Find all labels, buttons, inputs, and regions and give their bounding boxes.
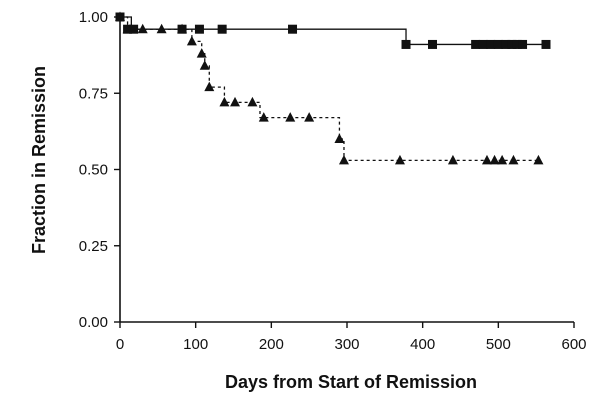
triangle-marker xyxy=(394,154,405,165)
square-marker xyxy=(217,24,227,34)
square-marker xyxy=(401,39,411,49)
square-marker xyxy=(486,39,496,49)
triangle-marker xyxy=(137,23,148,34)
square-marker xyxy=(288,24,298,34)
x-axis-title: Days from Start of Remission xyxy=(225,372,477,392)
triangle-marker xyxy=(533,154,544,165)
triangle-marker xyxy=(247,96,258,107)
triangle-marker xyxy=(258,112,269,122)
triangle-marker xyxy=(489,154,500,165)
square-marker xyxy=(478,39,488,49)
triangle-marker xyxy=(199,60,210,70)
triangle-marker xyxy=(497,154,508,165)
triangle-marker xyxy=(285,112,296,122)
square-marker xyxy=(501,39,511,49)
square-marker xyxy=(507,39,517,49)
y-tick-label: 0.00 xyxy=(79,314,108,331)
y-tick-label: 0.50 xyxy=(79,162,108,179)
y-axis-ticks: 0.00 0.25 0.50 0.75 1.00 xyxy=(79,9,120,331)
x-axis-ticks: 0 100 200 300 400 500 600 xyxy=(116,322,587,353)
y-tick-label: 0.25 xyxy=(79,238,108,255)
x-tick-label: 200 xyxy=(259,336,284,353)
triangle-marker xyxy=(447,154,458,165)
x-tick-label: 300 xyxy=(334,336,359,353)
x-tick-label: 0 xyxy=(116,336,124,353)
square-marker xyxy=(471,39,481,49)
square-marker xyxy=(428,39,438,49)
x-tick-label: 600 xyxy=(561,336,586,353)
triangle-marker xyxy=(230,96,241,107)
triangle-marker xyxy=(186,35,197,46)
y-tick-label: 0.75 xyxy=(79,85,108,102)
series-layer xyxy=(115,11,551,165)
square-marker xyxy=(512,39,522,49)
square-marker xyxy=(194,24,204,34)
x-tick-label: 400 xyxy=(410,336,435,353)
square-marker xyxy=(493,39,503,49)
x-tick-label: 500 xyxy=(486,336,511,353)
triangle-marker xyxy=(196,48,207,58)
square-marker xyxy=(541,39,551,49)
triangle-marker xyxy=(334,133,345,143)
series-2-step-line xyxy=(120,16,540,161)
triangle-marker xyxy=(481,154,492,165)
triangle-marker xyxy=(156,23,167,34)
y-axis-title: Fraction in Remission xyxy=(29,66,49,254)
triangle-marker xyxy=(304,112,315,122)
x-tick-label: 100 xyxy=(183,336,208,353)
y-tick-label: 1.00 xyxy=(79,9,108,26)
triangle-marker xyxy=(338,154,349,165)
triangle-marker xyxy=(219,96,230,107)
triangle-marker xyxy=(177,23,188,34)
triangle-marker xyxy=(508,154,519,165)
triangle-marker xyxy=(122,23,133,34)
axes xyxy=(119,13,574,323)
series-2 xyxy=(115,11,544,165)
triangle-marker xyxy=(204,81,215,92)
square-marker xyxy=(518,39,528,49)
triangle-marker xyxy=(115,11,125,21)
